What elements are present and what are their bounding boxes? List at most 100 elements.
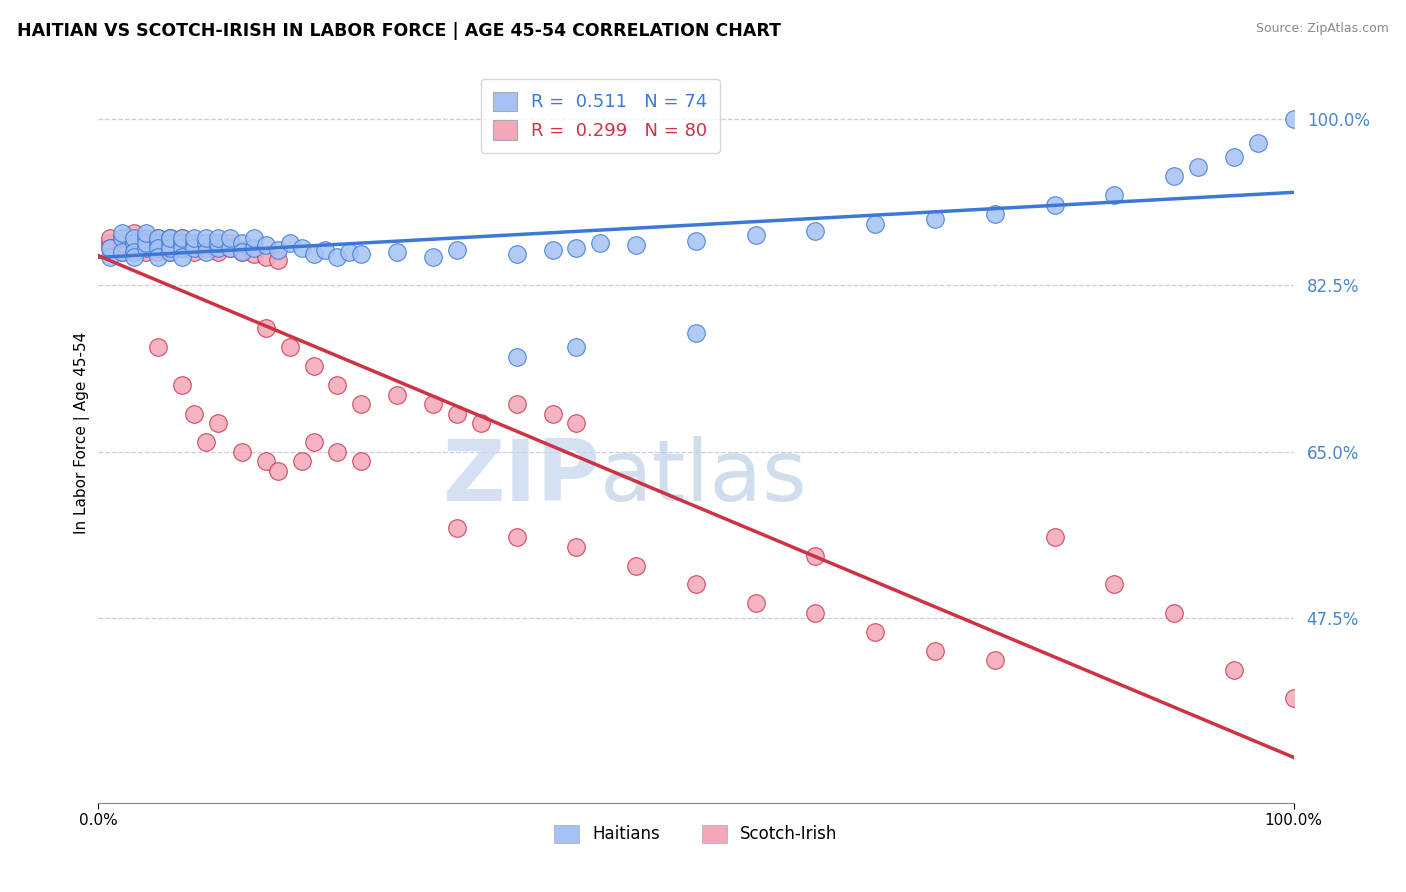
Point bbox=[183, 240, 205, 255]
Point bbox=[159, 231, 181, 245]
Point bbox=[135, 240, 157, 255]
Point bbox=[804, 224, 827, 238]
Point bbox=[135, 240, 157, 255]
Point bbox=[302, 359, 325, 374]
Point bbox=[207, 231, 229, 245]
Legend: Haitians, Scotch-Irish: Haitians, Scotch-Irish bbox=[547, 818, 845, 850]
Point bbox=[124, 231, 146, 245]
Point bbox=[1043, 198, 1066, 212]
Point bbox=[219, 240, 242, 255]
Point bbox=[291, 240, 314, 255]
Point bbox=[159, 231, 181, 245]
Point bbox=[195, 245, 218, 260]
Point bbox=[326, 444, 349, 458]
Point bbox=[506, 247, 529, 261]
Point bbox=[1163, 169, 1185, 184]
Point bbox=[111, 245, 134, 260]
Text: HAITIAN VS SCOTCH-IRISH IN LABOR FORCE | AGE 45-54 CORRELATION CHART: HAITIAN VS SCOTCH-IRISH IN LABOR FORCE |… bbox=[17, 22, 780, 40]
Point bbox=[124, 250, 146, 264]
Point bbox=[124, 235, 146, 250]
Point bbox=[231, 244, 253, 258]
Point bbox=[685, 577, 707, 591]
Text: atlas: atlas bbox=[600, 435, 808, 518]
Point bbox=[135, 227, 157, 241]
Point bbox=[148, 235, 170, 250]
Point bbox=[278, 340, 301, 354]
Point bbox=[385, 387, 409, 401]
Point bbox=[195, 231, 218, 245]
Point bbox=[207, 240, 229, 255]
Point bbox=[565, 240, 588, 255]
Point bbox=[565, 340, 588, 354]
Point bbox=[1247, 136, 1270, 150]
Point bbox=[541, 244, 564, 258]
Point bbox=[865, 624, 887, 639]
Point bbox=[98, 240, 122, 255]
Point bbox=[98, 240, 122, 255]
Point bbox=[219, 231, 242, 245]
Point bbox=[207, 235, 229, 250]
Point bbox=[626, 558, 648, 573]
Point bbox=[291, 454, 314, 468]
Point bbox=[326, 250, 349, 264]
Point bbox=[1163, 606, 1185, 620]
Point bbox=[267, 464, 290, 478]
Point bbox=[148, 240, 170, 255]
Point bbox=[159, 245, 181, 260]
Point bbox=[984, 207, 1007, 221]
Point bbox=[231, 444, 253, 458]
Point bbox=[506, 530, 529, 544]
Point bbox=[446, 520, 468, 534]
Point bbox=[98, 235, 122, 250]
Y-axis label: In Labor Force | Age 45-54: In Labor Force | Age 45-54 bbox=[75, 332, 90, 533]
Point bbox=[148, 231, 170, 245]
Point bbox=[148, 231, 170, 245]
Point bbox=[589, 235, 612, 250]
Point bbox=[302, 247, 325, 261]
Point bbox=[1282, 691, 1305, 706]
Point bbox=[172, 240, 194, 255]
Point bbox=[207, 416, 229, 430]
Point bbox=[148, 240, 170, 255]
Point bbox=[804, 606, 827, 620]
Point bbox=[207, 245, 229, 260]
Point bbox=[183, 231, 205, 245]
Text: ZIP: ZIP bbox=[443, 435, 600, 518]
Point bbox=[1282, 112, 1305, 127]
Point bbox=[135, 231, 157, 245]
Point bbox=[339, 245, 361, 260]
Point bbox=[243, 247, 266, 261]
Point bbox=[111, 245, 134, 260]
Point bbox=[350, 247, 373, 261]
Point bbox=[984, 653, 1007, 667]
Point bbox=[254, 250, 277, 264]
Point bbox=[470, 416, 492, 430]
Point bbox=[685, 326, 707, 340]
Point bbox=[111, 227, 134, 241]
Point bbox=[446, 244, 468, 258]
Point bbox=[124, 235, 146, 250]
Point bbox=[159, 235, 181, 250]
Point bbox=[124, 227, 146, 241]
Point bbox=[254, 321, 277, 335]
Point bbox=[148, 235, 170, 250]
Point bbox=[278, 235, 301, 250]
Point bbox=[626, 237, 648, 252]
Point bbox=[159, 231, 181, 245]
Point bbox=[207, 240, 229, 255]
Point bbox=[326, 378, 349, 392]
Point bbox=[98, 250, 122, 264]
Point bbox=[159, 235, 181, 250]
Point bbox=[148, 250, 170, 264]
Text: Source: ZipAtlas.com: Source: ZipAtlas.com bbox=[1256, 22, 1389, 36]
Point bbox=[422, 397, 444, 411]
Point bbox=[195, 235, 218, 250]
Point bbox=[267, 244, 290, 258]
Point bbox=[98, 231, 122, 245]
Point bbox=[135, 245, 157, 260]
Point bbox=[172, 378, 194, 392]
Point bbox=[172, 235, 194, 250]
Point bbox=[506, 350, 529, 364]
Point bbox=[135, 235, 157, 250]
Point bbox=[183, 407, 205, 421]
